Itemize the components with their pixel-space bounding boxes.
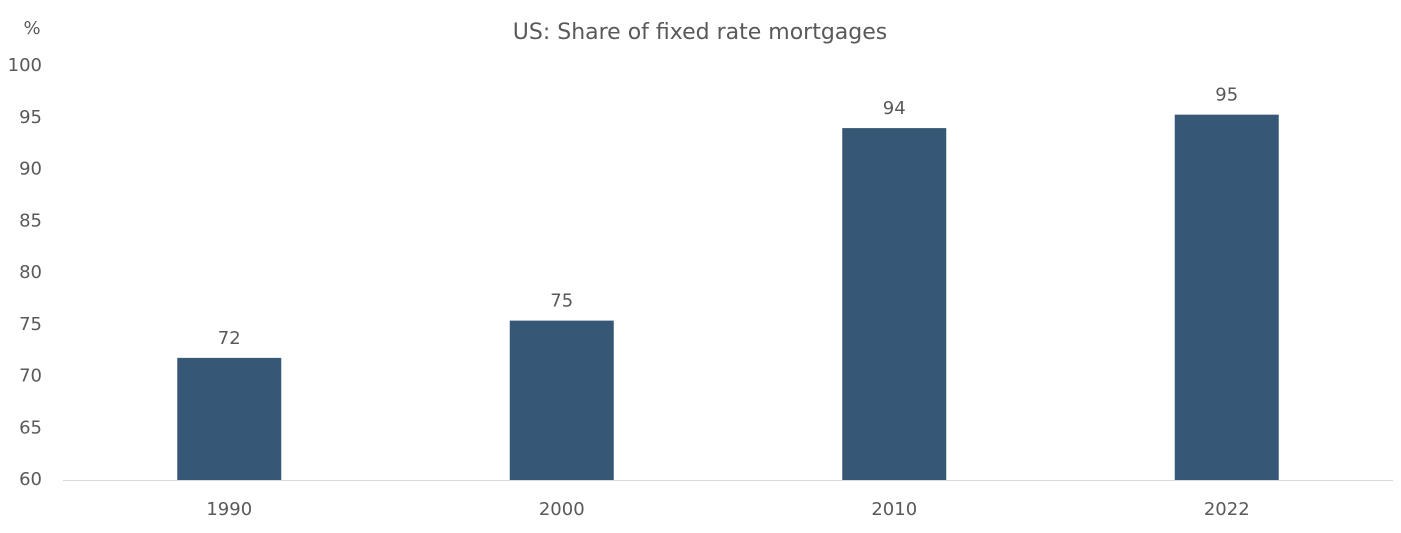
bar — [509, 320, 614, 480]
x-tick-label: 2000 — [539, 499, 585, 520]
y-tick-label: 90 — [19, 159, 42, 180]
x-tick-label: 2010 — [871, 499, 917, 520]
y-tick-label: 60 — [19, 469, 42, 490]
y-tick-label: 75 — [19, 314, 42, 335]
value-label: 72 — [218, 328, 241, 349]
y-tick-label: 95 — [19, 107, 42, 128]
y-tick-label: 65 — [19, 417, 42, 438]
y-tick-label: 100 — [8, 55, 42, 76]
bar — [842, 128, 947, 480]
y-tick-label: 70 — [19, 366, 42, 387]
value-label: 95 — [1215, 85, 1238, 106]
y-tick-label: 85 — [19, 210, 42, 231]
x-tick-label: 2022 — [1204, 499, 1250, 520]
y-tick-label: 80 — [19, 262, 42, 283]
bar — [1174, 114, 1279, 481]
value-label: 75 — [550, 291, 573, 312]
bar — [177, 357, 282, 480]
y-axis-label: % — [23, 18, 40, 39]
value-label: 94 — [883, 98, 906, 119]
chart-title: US: Share of fixed rate mortgages — [513, 20, 888, 45]
x-tick-label: 1990 — [206, 499, 252, 520]
